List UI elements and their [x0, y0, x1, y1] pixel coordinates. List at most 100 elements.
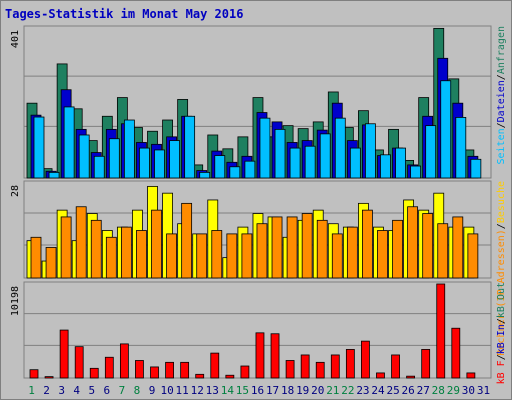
bar-top-seiten	[244, 160, 256, 179]
x-tick-label: 23	[356, 384, 369, 397]
legend-entry: Dateien	[496, 80, 507, 122]
bar-bottom-kbf	[376, 372, 385, 379]
bar-top-seiten	[289, 147, 301, 179]
legend-entry: Rechner (IP-Adressen)	[496, 229, 507, 355]
x-tick-label: 18	[281, 384, 294, 397]
bar-bottom-kbf	[315, 361, 325, 379]
legend-entry: kB F	[496, 360, 507, 384]
bar-top-seiten	[395, 147, 406, 179]
bar-top-seiten	[259, 117, 271, 179]
bar-bottom-kbf	[119, 343, 129, 379]
bar-middle-rechneripadressen	[30, 236, 42, 279]
bar-bottom-kbf	[406, 375, 416, 379]
bar-bottom-kbf	[89, 367, 99, 379]
bar-top-seiten	[410, 165, 422, 179]
bar-bottom-kbf	[74, 346, 84, 379]
bar-top-seiten	[108, 138, 120, 179]
bar-top-seiten	[334, 117, 346, 179]
bar-bottom-kbf	[436, 283, 446, 379]
bar-bottom-kbf	[421, 349, 431, 379]
x-tick-label: 1	[28, 384, 35, 397]
bar-top-seiten	[425, 125, 437, 179]
x-tick-label: 6	[104, 384, 111, 397]
x-tick-label: 2	[43, 384, 50, 397]
legend-entry: Seiten	[496, 128, 507, 164]
panel-middle: 28 Rechner (IP-Adressen)/Besuche	[10, 180, 507, 356]
x-tick-label: 22	[341, 384, 354, 397]
bar-middle-rechneripadressen	[120, 226, 132, 279]
bar-middle-rechneripadressen	[407, 206, 419, 279]
x-tick-label: 19	[296, 384, 309, 397]
x-tick-label: 13	[206, 384, 219, 397]
bar-top-seiten	[139, 147, 150, 179]
bar-middle-rechneripadressen	[467, 233, 479, 279]
x-tick-label: 28	[432, 384, 445, 397]
bar-top-seiten	[470, 158, 482, 179]
bar-bottom-kbf	[361, 340, 370, 379]
bar-bottom-kbf	[29, 369, 39, 379]
bar-top-seiten	[304, 145, 316, 179]
bar-top-seiten	[440, 80, 452, 179]
bar-top-seiten	[154, 149, 165, 179]
bar-bottom-kbf	[391, 354, 400, 379]
axis-max-label: 10198	[10, 286, 21, 316]
legend-entry: kB Out	[496, 282, 507, 318]
bar-middle-rechneripadressen	[196, 233, 208, 279]
bar-bottom-kbf	[195, 373, 205, 379]
bar-bottom-kbf	[270, 333, 280, 379]
x-tick-label: 3	[58, 384, 65, 397]
bar-middle-rechneripadressen	[437, 223, 449, 279]
bar-bottom-kbf	[255, 332, 265, 379]
legend-entry: kB In	[496, 324, 507, 354]
bar-middle-rechneripadressen	[256, 223, 268, 279]
bar-top-seiten	[229, 166, 241, 179]
bar-middle-rechneripadressen	[316, 219, 328, 279]
x-tick-label: 17	[266, 384, 279, 397]
legend-middle: Rechner (IP-Adressen)/Besuche	[496, 181, 507, 356]
legend-entry: /	[496, 122, 507, 128]
chart-title: Tages-Statistik im Monat May 2016	[5, 7, 244, 21]
bar-bottom-kbf	[104, 356, 114, 379]
bar-top-seiten	[169, 140, 180, 179]
bar-middle-rechneripadressen	[60, 216, 72, 279]
legend-entry: /	[496, 223, 507, 229]
x-tick-label: 14	[221, 384, 235, 397]
bar-bottom-kbf	[165, 361, 174, 379]
bar-middle-rechneripadressen	[226, 233, 238, 279]
x-tick-label: 8	[134, 384, 141, 397]
bar-middle-rechneripadressen	[241, 233, 253, 279]
bar-middle-rechneripadressen	[151, 209, 162, 279]
bar-bottom-kbf	[44, 376, 54, 379]
x-tick-label: 11	[176, 384, 189, 397]
bar-middle-rechneripadressen	[422, 213, 434, 279]
x-tick-label: 9	[149, 384, 156, 397]
x-tick-label: 12	[191, 384, 204, 397]
bar-middle-rechneripadressen	[331, 233, 343, 279]
bar-bottom-kbf	[59, 329, 69, 379]
bar-middle-rechneripadressen	[452, 216, 464, 279]
bar-top-seiten	[33, 116, 45, 179]
bar-top-seiten	[365, 123, 376, 179]
legend-entry: Anfragen	[496, 26, 507, 74]
bar-top-seiten	[319, 133, 331, 179]
legend-top: Seiten/Dateien/Anfragen	[496, 26, 507, 165]
x-tick-label: 30	[462, 384, 475, 397]
bar-middle-rechneripadressen	[346, 226, 358, 279]
bar-top-seiten	[123, 119, 135, 179]
x-tick-label: 26	[402, 384, 415, 397]
x-tick-label: 29	[447, 384, 460, 397]
bar-bottom-kbf	[210, 352, 220, 379]
bar-bottom-kbf	[330, 354, 340, 379]
bar-top-seiten	[48, 171, 60, 179]
x-tick-label: 24	[371, 384, 385, 397]
bar-middle-rechneripadressen	[211, 230, 223, 279]
bar-bottom-kbf	[300, 354, 310, 379]
axis-max-label: 28	[10, 185, 21, 197]
bar-top-seiten	[274, 128, 286, 179]
bar-top-seiten	[199, 171, 211, 179]
bar-middle-rechneripadressen	[75, 206, 87, 279]
bar-middle-rechneripadressen	[392, 219, 403, 279]
